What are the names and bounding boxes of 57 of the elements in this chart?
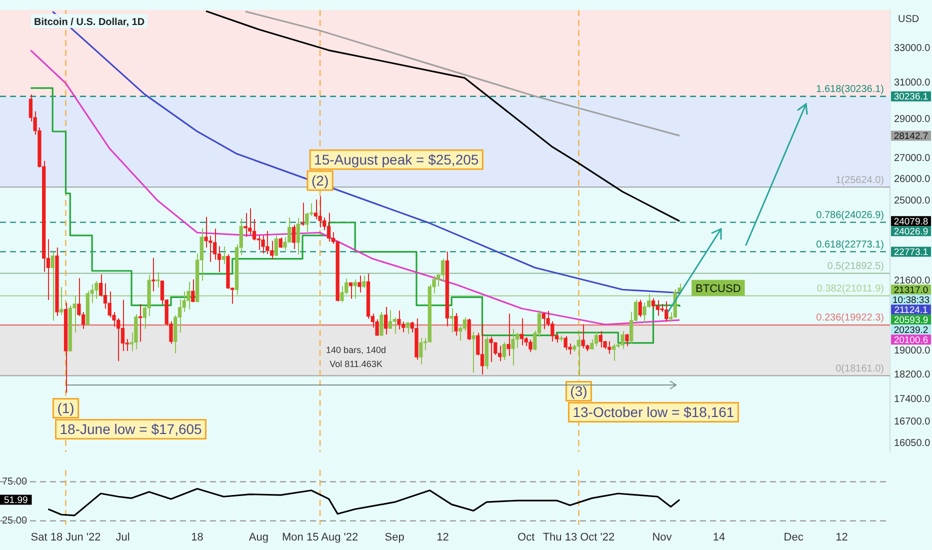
ref-line-label: 1.618(30236.1) — [816, 84, 884, 96]
x-tick-label: 18 — [191, 531, 204, 544]
y-tick-label: 26000.0 — [894, 174, 931, 185]
annotation: BTCUSD — [696, 282, 741, 295]
text: 20239.2 — [894, 324, 928, 336]
ref-line-label: 0.382(21011.9) — [816, 284, 884, 295]
text: 20100.6 — [894, 334, 928, 346]
text: 24026.9 — [894, 226, 928, 238]
x-tick-label: Oct — [518, 531, 535, 544]
y-tick-label: 75.00 — [2, 476, 28, 488]
y-tick-label: 21600.0 — [894, 275, 931, 286]
x-tick-label: Aug — [248, 531, 268, 544]
text: 21124.1 — [894, 304, 928, 316]
ref-line-label: 0.786(24026.9) — [816, 210, 884, 222]
x-tick-label: Sat 18 Jun '22 — [30, 531, 101, 544]
annotation: 18-June low = $17,605 — [60, 421, 202, 438]
ref-line-label: 0.5(21892.5) — [827, 261, 884, 272]
y-tick-label: 31000.0 — [894, 77, 931, 88]
y-tick-label: 16700.0 — [894, 416, 931, 428]
annotation: 15-August peak = $25,205 — [314, 151, 479, 168]
annotation: 51.99 — [4, 494, 28, 506]
x-tick-label: Nov — [652, 531, 672, 544]
annotation: (1) — [57, 400, 74, 416]
y-tick-label: 33000.0 — [894, 43, 931, 54]
annotation: Vol 811.463K — [330, 358, 382, 369]
y-tick-label: 19000.0 — [894, 346, 931, 357]
x-tick-label: 12 — [836, 531, 848, 544]
text: 22773.1 — [894, 246, 928, 258]
ref-line-label: 0(18161.0) — [836, 363, 884, 374]
y-tick-label: 29000.0 — [894, 114, 931, 126]
text: 21317.0 — [894, 284, 928, 296]
annotation: (3) — [570, 383, 588, 400]
x-tick-label: 14 — [712, 531, 726, 544]
annotation: 140 bars, 140d — [326, 344, 386, 355]
y-tick-label: 17400.0 — [894, 394, 931, 405]
ref-line-label: 0.618(22773.1) — [816, 239, 884, 250]
text: 30236.1 — [894, 92, 928, 103]
y-tick-label: 27000.0 — [894, 153, 931, 164]
ref-line-label: 0.236(19922.3) — [816, 312, 884, 324]
text: Bitcoin / U.S. Dollar, 1D — [34, 16, 145, 28]
y-tick-label: 25000.0 — [894, 195, 931, 206]
text: 28142.7 — [894, 130, 928, 142]
x-tick-label: 12 — [436, 531, 449, 544]
x-tick-label: Dec — [784, 531, 804, 544]
x-tick-label: Jul — [116, 531, 130, 544]
text: 24079.8 — [894, 216, 928, 228]
annotation: 13-October low = $18,161 — [572, 404, 734, 420]
text: 10:38:33 — [892, 294, 930, 306]
y-tick-label: 18200.0 — [894, 369, 931, 380]
annotation: (2) — [311, 172, 329, 188]
y-axis-title: USD — [898, 14, 920, 25]
x-tick-label: Thu 13 Oct '22 — [542, 531, 615, 544]
x-tick-label: Mon 15 Aug '22 — [282, 531, 358, 544]
y-tick-label: 16050.0 — [894, 438, 931, 450]
x-tick-label: Sep — [384, 531, 404, 544]
ref-line-label: 1(25624.0) — [836, 174, 884, 186]
text: 20593.9 — [894, 314, 928, 326]
